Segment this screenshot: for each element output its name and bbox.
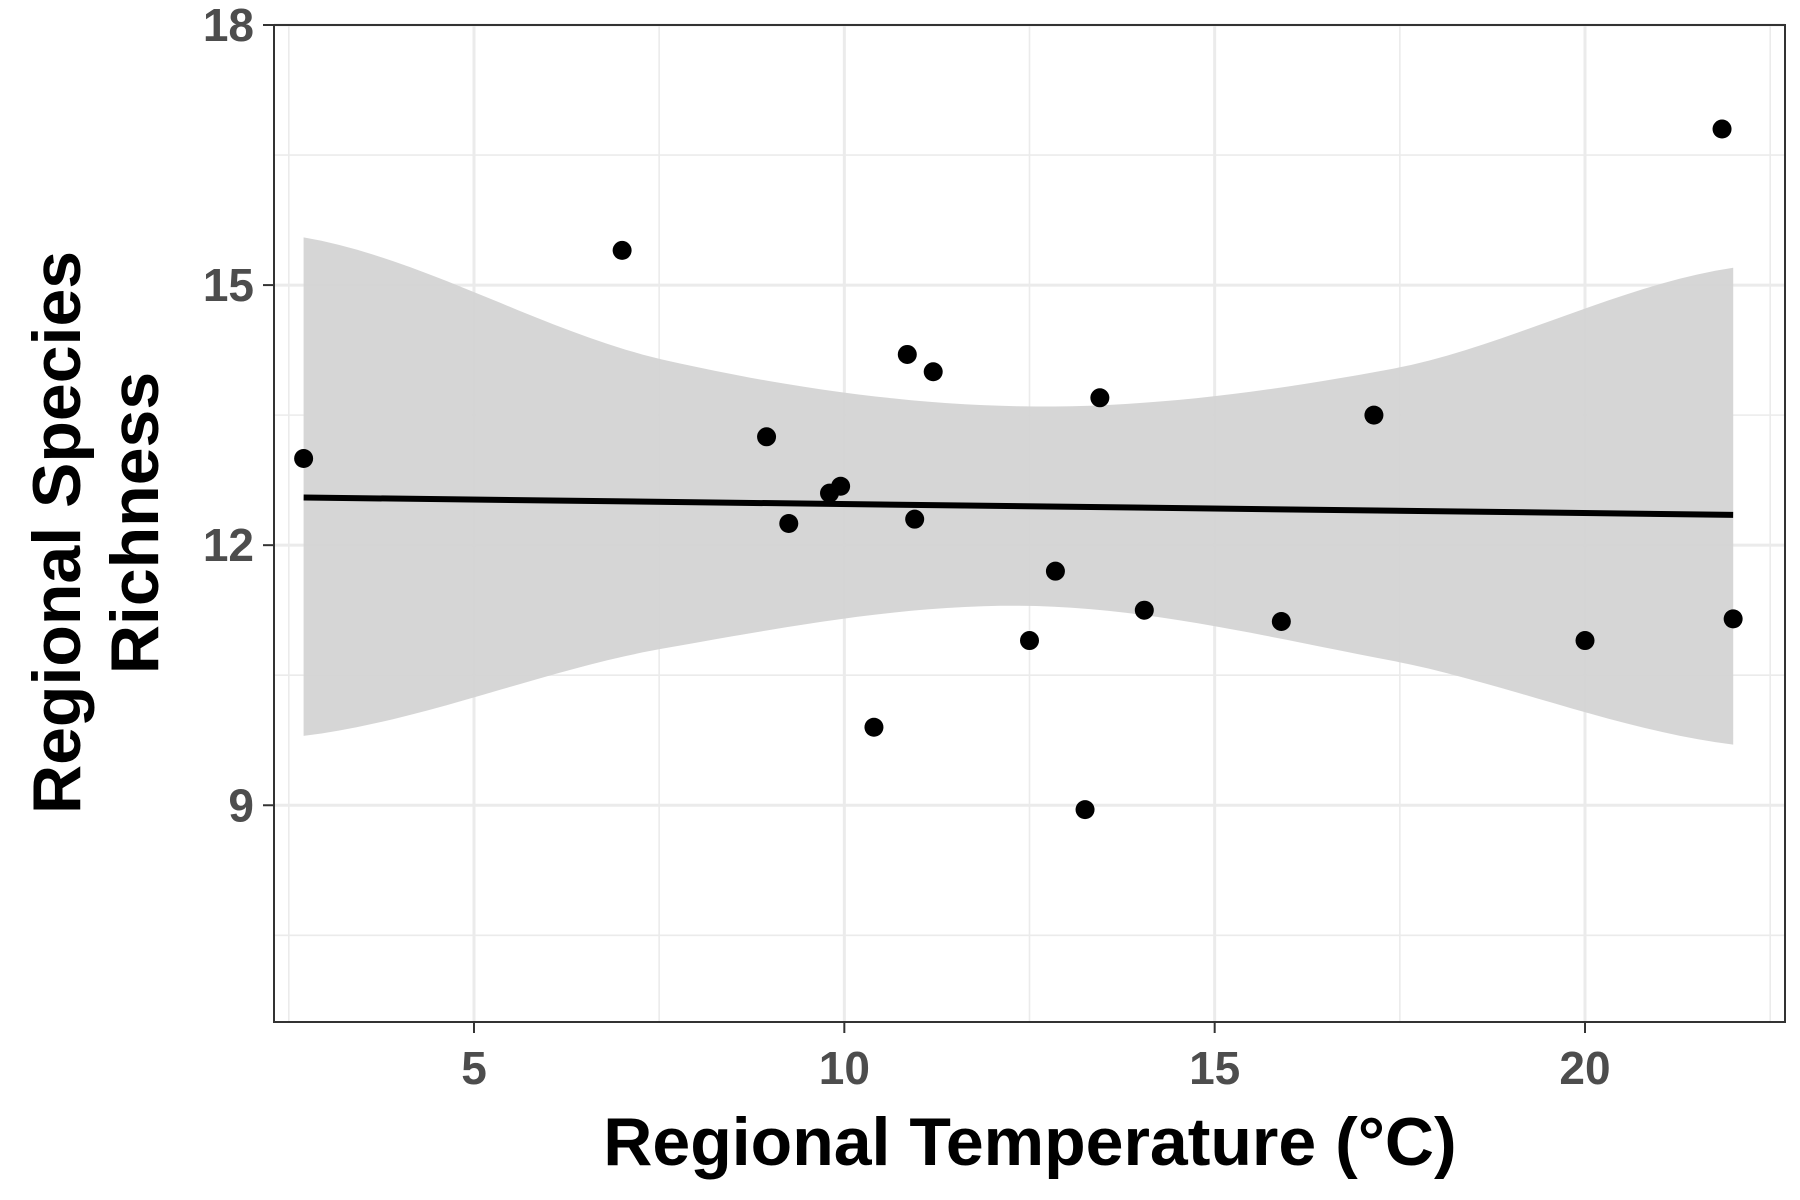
data-point [1575, 631, 1595, 651]
y-axis-ticks: 9 12 15 18 [203, 0, 274, 831]
regression-line [303, 494, 1734, 518]
y-tick-label: 15 [203, 259, 254, 311]
y-tick-label: 18 [203, 0, 254, 51]
x-tick-label: 20 [1559, 1042, 1610, 1094]
data-point [1712, 119, 1732, 139]
x-tick-label: 5 [461, 1042, 487, 1094]
data-point [1045, 561, 1065, 581]
data-point [831, 476, 851, 496]
panel-border [273, 24, 1786, 1023]
y-tick-label: 9 [228, 779, 254, 831]
data-point [1090, 388, 1110, 408]
scatter-points [294, 119, 1743, 820]
data-point [612, 240, 632, 260]
data-point [779, 514, 799, 533]
x-tick-label: 10 [819, 1042, 870, 1094]
data-point [1723, 609, 1743, 629]
data-point [1134, 600, 1154, 620]
y-axis-title: Regional Species Richness [19, 232, 173, 814]
x-tick-label: 15 [1189, 1042, 1240, 1094]
data-point [1271, 611, 1291, 631]
confidence-ribbon-layer [303, 237, 1734, 745]
y-tick-label: 12 [203, 519, 254, 571]
data-point [897, 344, 917, 364]
data-point [864, 717, 884, 737]
data-point [1364, 405, 1384, 425]
data-point [905, 509, 925, 529]
x-axis-ticks: 5 10 15 20 [461, 1022, 1611, 1094]
data-point [757, 427, 777, 447]
y-axis-title-line-2: Richness [97, 372, 173, 674]
data-point [1020, 631, 1039, 651]
confidence-ribbon [303, 237, 1734, 745]
x-axis-title: Regional Temperature (°C) [603, 1104, 1456, 1180]
fit-line-layer [303, 494, 1734, 518]
data-point [923, 362, 943, 382]
data-point [1075, 800, 1095, 820]
data-point [294, 448, 314, 468]
y-axis-title-line-1: Regional Species [19, 251, 95, 814]
